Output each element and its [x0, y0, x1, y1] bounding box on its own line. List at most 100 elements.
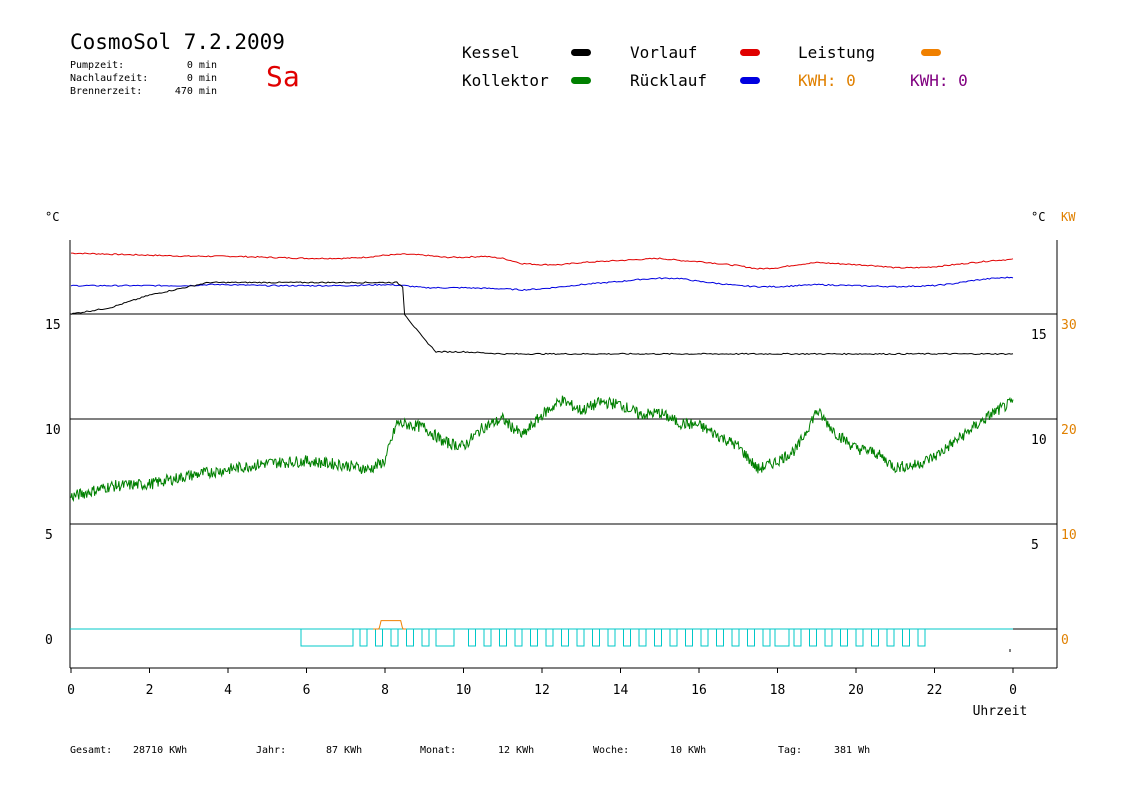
x-tick-label: 6 [303, 683, 311, 698]
page-title: CosmoSol 7.2.2009 [70, 30, 285, 54]
pump-pulse [421, 628, 430, 647]
pump-pulse [468, 628, 476, 647]
x-tick-label: 16 [691, 683, 707, 698]
pump-pulse [592, 628, 600, 647]
y-tick-left: 0 [45, 633, 53, 648]
nachlaufzeit-value: 0 min [186, 73, 217, 84]
pump-pulse [855, 628, 864, 647]
pump-pulse [576, 628, 585, 647]
x-tick-label: 8 [381, 683, 389, 698]
x-tick-label: 4 [224, 683, 232, 698]
pump-pulse [514, 628, 523, 647]
pump-pulse [607, 628, 616, 647]
pump-pulse [716, 628, 724, 647]
footer-jahr-label: Jahr: [256, 745, 287, 756]
pump-pulse [840, 628, 848, 647]
pump-pulse [654, 628, 662, 647]
brennerzeit-value: 470 min [174, 86, 217, 97]
pump-pulse [499, 628, 507, 647]
pump-pulse [669, 628, 678, 647]
y-axis-unit-right: °C [1031, 210, 1045, 224]
pump-block [300, 628, 354, 647]
series-kessel [70, 281, 1014, 356]
y-tick-kw: 20 [1061, 423, 1077, 438]
pump-pulse [623, 628, 631, 647]
footer-jahr-value: 87 KWh [326, 745, 363, 756]
legend-ruecklauf-swatch [740, 77, 760, 84]
legend-kwh-orange: KWH: 0 [798, 71, 856, 90]
legend-ruecklauf: Rücklauf [630, 71, 708, 90]
x-tick-label: 0 [67, 683, 75, 698]
footer-tag-label: Tag: [778, 745, 803, 756]
footer-woche-label: Woche: [593, 745, 630, 756]
footer-tag-value: 381 Wh [834, 745, 871, 756]
nachlaufzeit-label: Nachlaufzeit: [70, 73, 149, 84]
x-tick-label: 20 [848, 683, 864, 698]
pump-pulse [685, 628, 693, 647]
legend-leistung-swatch [921, 49, 941, 56]
pump-pulse [483, 628, 492, 647]
legend-leistung: Leistung [798, 43, 876, 62]
footer-gesamt-value: 28710 KWh [133, 745, 188, 756]
series-leistung [373, 620, 407, 630]
x-tick-label: 18 [770, 683, 786, 698]
series-ruecklauf [70, 276, 1014, 292]
pump-pulse [917, 628, 926, 647]
pump-pulse [406, 628, 414, 647]
y-tick-kw: 10 [1061, 528, 1077, 543]
pumpzeit-value: 0 min [186, 60, 217, 71]
pump-pulse [762, 628, 771, 647]
legend-kessel-swatch [571, 49, 591, 56]
legend-kollektor: Kollektor [462, 71, 549, 90]
series-kollektor [70, 395, 1014, 502]
pump-block [774, 628, 790, 647]
legend-vorlauf-swatch [740, 49, 760, 56]
pump-pulse [902, 628, 910, 647]
legend-kwh-purple: KWH: 0 [910, 71, 968, 90]
pump-pulse [809, 628, 817, 647]
legend-vorlauf: Vorlauf [630, 43, 698, 62]
footer-woche-value: 10 KWh [670, 745, 707, 756]
pump-block [435, 628, 455, 647]
pump-pulse [700, 628, 709, 647]
x-tick-label: 14 [613, 683, 629, 698]
y-tick-left: 10 [45, 423, 61, 438]
pump-pulse [530, 628, 538, 647]
footer-monat-label: Monat: [420, 745, 457, 756]
footer-gesamt-label: Gesamt: [70, 745, 113, 756]
x-tick-label: 2 [146, 683, 154, 698]
pump-pulse [561, 628, 569, 647]
pump-pulse [545, 628, 554, 647]
x-tick-label: 22 [927, 683, 943, 698]
y-tick-kw: 0 [1061, 633, 1069, 648]
y-tick-kw: 30 [1061, 318, 1077, 333]
y-axis-unit-kw: KW [1061, 210, 1076, 224]
y-tick-right: 5 [1031, 538, 1039, 553]
pump-pulse [375, 628, 383, 647]
pump-pulse [886, 628, 895, 647]
x-tick-label: 12 [534, 683, 550, 698]
pump-pulse [359, 628, 368, 647]
pump-pulse [793, 628, 802, 647]
weekday-label: Sa [266, 60, 300, 93]
pump-pulse [747, 628, 755, 647]
footer-monat-value: 12 KWh [498, 745, 535, 756]
x-axis-label: Uhrzeit [973, 704, 1028, 719]
y-tick-left: 15 [45, 318, 61, 333]
x-tick-label: 10 [456, 683, 472, 698]
y-tick-right: 10 [1031, 433, 1047, 448]
series-vorlauf [71, 252, 1014, 270]
pump-pulse [871, 628, 879, 647]
x-tick-label: 0 [1009, 683, 1017, 698]
y-tick-right: 15 [1031, 328, 1047, 343]
pump-pulse [390, 628, 399, 647]
legend-kessel: Kessel [462, 43, 520, 62]
pump-pulse [638, 628, 647, 647]
brennerzeit-label: Brennerzeit: [70, 86, 143, 97]
legend-kollektor-swatch [571, 77, 591, 84]
y-axis-unit-left: °C [45, 210, 59, 224]
y-tick-left: 5 [45, 528, 53, 543]
pump-pulse [824, 628, 833, 647]
pumpzeit-label: Pumpzeit: [70, 60, 125, 71]
